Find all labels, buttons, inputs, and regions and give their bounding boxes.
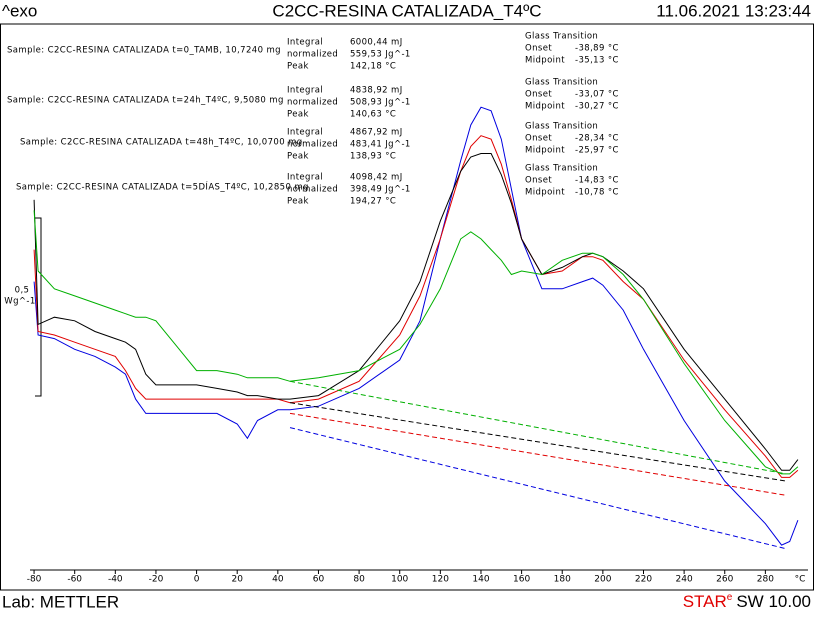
x-tick-label: 80 (353, 575, 365, 585)
result-value: 142,18 °C (350, 62, 396, 72)
glass-label: Midpoint (525, 146, 565, 156)
result-value: 138,93 °C (350, 152, 396, 162)
result-label: normalized (287, 140, 338, 150)
glass-label: Onset (525, 90, 552, 100)
x-tick-label: 100 (391, 575, 408, 585)
x-tick-label: 0 (194, 575, 200, 585)
result-value: 559,53 Jg^-1 (350, 50, 411, 60)
x-tick-label: 260 (716, 575, 733, 585)
software-version: SW 10.00 (736, 592, 811, 611)
footer-left: Lab: METTLER (2, 592, 119, 611)
result-value: 4838,92 mJ (350, 86, 403, 96)
glass-value: -38,89 °C (575, 44, 619, 54)
x-tick-label: 20 (231, 575, 243, 585)
x-tick-label: 160 (513, 575, 530, 585)
baseline (289, 412, 786, 496)
x-tick-label: -20 (149, 575, 164, 585)
x-tick-label: 60 (313, 575, 325, 585)
glass-value: -28,34 °C (575, 134, 619, 144)
result-label: normalized (287, 185, 338, 195)
glass-label: Onset (525, 44, 552, 54)
legend-entry: Sample: C2CC-RESINA CATALIZADA t=0_TAMB,… (7, 46, 281, 56)
result-label: Integral (287, 128, 323, 138)
dsc-curve (33, 210, 799, 475)
dsc-curve (33, 106, 799, 546)
result-label: Peak (287, 152, 309, 162)
x-tick-label: 240 (676, 575, 693, 585)
glass-value: -10,78 °C (575, 188, 619, 198)
result-label: Integral (287, 38, 323, 48)
footer-right: STARe SW 10.00 (683, 592, 811, 612)
glass-value: -35,13 °C (575, 56, 619, 66)
glass-value: -25,97 °C (575, 146, 619, 156)
result-value: 140,63 °C (350, 110, 396, 120)
baseline (289, 402, 786, 482)
legend-entry: Sample: C2CC-RESINA CATALIZADA t=5DÍAS_T… (16, 181, 309, 193)
glass-title: Glass Transition (525, 122, 598, 132)
result-value: 6000,44 mJ (350, 38, 403, 48)
scale-bar-unit: Wg^-1 (4, 297, 35, 307)
glass-label: Onset (525, 134, 552, 144)
dsc-curve (33, 153, 799, 471)
result-value: 4867,92 mJ (350, 128, 403, 138)
legend-entry: Sample: C2CC-RESINA CATALIZADA t=48h_T4º… (20, 138, 303, 148)
result-label: Integral (287, 173, 323, 183)
baseline (289, 380, 786, 475)
x-tick-label: 40 (272, 575, 284, 585)
glass-label: Midpoint (525, 102, 565, 112)
x-tick-label: 120 (432, 575, 449, 585)
result-value: 398,49 Jg^-1 (350, 185, 411, 195)
software-sup: e (727, 592, 733, 603)
timestamp: 11.06.2021 13:23:44 (656, 1, 811, 20)
glass-label: Midpoint (525, 188, 565, 198)
glass-label: Onset (525, 176, 552, 186)
glass-value: -30,27 °C (575, 102, 619, 112)
result-label: normalized (287, 98, 338, 108)
result-label: Peak (287, 197, 309, 207)
x-tick-label: -80 (27, 575, 42, 585)
dsc-curve (33, 135, 799, 478)
result-label: Peak (287, 62, 309, 72)
result-label: Integral (287, 86, 323, 96)
legend-entry: Sample: C2CC-RESINA CATALIZADA t=24h_T4º… (7, 96, 284, 106)
result-value: 483,41 Jg^-1 (350, 140, 411, 150)
glass-title: Glass Transition (525, 32, 598, 42)
x-axis-label: °C (795, 575, 806, 585)
software: STAR (683, 592, 727, 611)
glass-title: Glass Transition (525, 164, 598, 174)
scale-bar (35, 217, 42, 397)
result-value: 508,93 Jg^-1 (350, 98, 411, 108)
result-value: 4098,42 mJ (350, 173, 403, 183)
x-tick-label: 180 (554, 575, 571, 585)
header-left: ^exo (2, 1, 37, 20)
glass-title: Glass Transition (525, 78, 598, 88)
scale-bar-label: 0,5 (15, 286, 30, 296)
result-value: 194,27 °C (350, 197, 396, 207)
chart-title: C2CC-RESINA CATALIZADA_T4ºC (272, 1, 541, 20)
x-tick-label: 140 (472, 575, 489, 585)
baseline (289, 427, 786, 550)
glass-value: -14,83 °C (575, 176, 619, 186)
x-tick-label: 200 (594, 575, 611, 585)
x-tick-label: -60 (67, 575, 82, 585)
x-tick-label: 280 (757, 575, 774, 585)
glass-label: Midpoint (525, 56, 565, 66)
x-tick-label: -40 (108, 575, 123, 585)
x-tick-label: 220 (635, 575, 652, 585)
glass-value: -33,07 °C (575, 90, 619, 100)
result-label: normalized (287, 50, 338, 60)
result-label: Peak (287, 110, 309, 120)
